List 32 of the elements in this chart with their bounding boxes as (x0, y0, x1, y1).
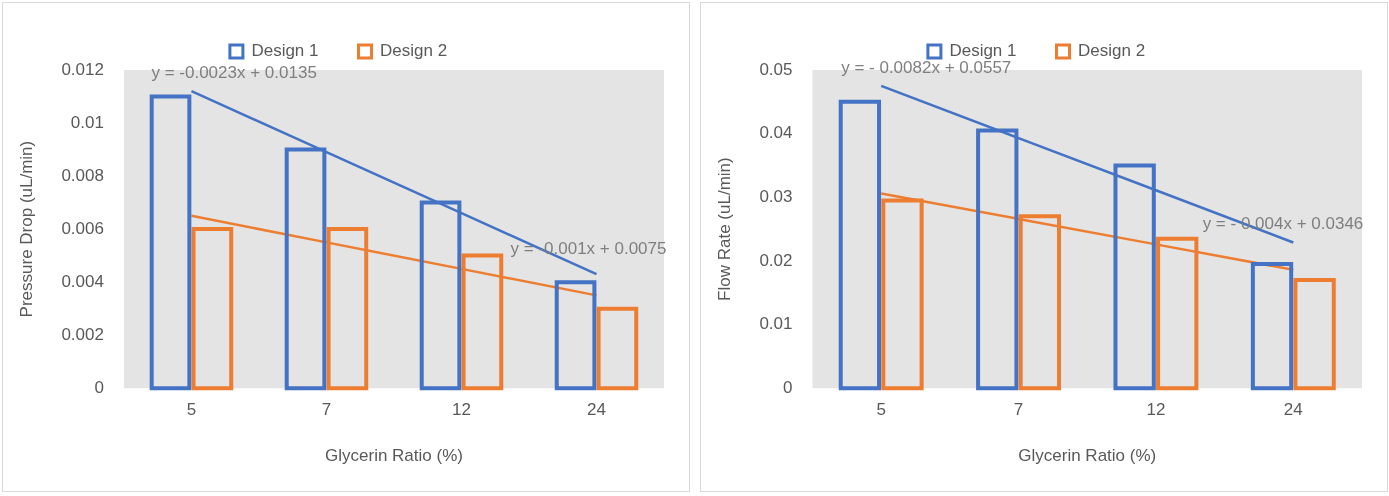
annotation: y = -0.001x + 0.0075 (510, 239, 667, 259)
y-axis-title: Pressure Drop (uL/min) (16, 140, 36, 318)
y-tick-label: 0.012 (61, 59, 104, 79)
x-tick-label: 5 (186, 400, 197, 420)
y-tick-label: 0.008 (61, 165, 104, 185)
legend-label: Design 2 (380, 41, 448, 61)
x-tick-label: 12 (1146, 400, 1166, 420)
y-tick-label: 0 (94, 377, 104, 397)
x-tick-label: 7 (1013, 400, 1024, 420)
y-tick-label: 0.01 (70, 112, 104, 132)
annotation: y = -0.0023x + 0.0135 (151, 62, 317, 82)
x-tick-label: 12 (452, 400, 471, 420)
y-tick-label: 0.006 (61, 218, 104, 238)
x-axis-title: Glycerin Ratio (%) (325, 446, 463, 466)
y-tick-label: 0 (783, 377, 793, 397)
x-axis-title: Glycerin Ratio (%) (1018, 446, 1157, 466)
x-tick-label: 24 (1283, 400, 1303, 420)
legend-label: Design 2 (1078, 41, 1146, 61)
annotation: y = - 0.004x + 0.0346 (1202, 213, 1364, 233)
legend-label: Design 1 (949, 41, 1017, 61)
x-tick-label: 5 (876, 400, 886, 420)
y-tick-label: 0.05 (759, 59, 793, 79)
legend-label: Design 1 (251, 41, 319, 61)
y-tick-label: 0.03 (759, 186, 793, 206)
y-tick-label: 0.02 (759, 250, 793, 270)
y-axis-title: Flow Rate (uL/min) (714, 157, 734, 301)
y-tick-label: 0.01 (759, 314, 793, 334)
x-tick-label: 24 (587, 400, 606, 420)
x-tick-label: 7 (321, 400, 332, 420)
y-tick-label: 0.002 (61, 324, 104, 344)
y-tick-label: 0.004 (61, 271, 104, 291)
y-tick-label: 0.04 (759, 123, 793, 143)
